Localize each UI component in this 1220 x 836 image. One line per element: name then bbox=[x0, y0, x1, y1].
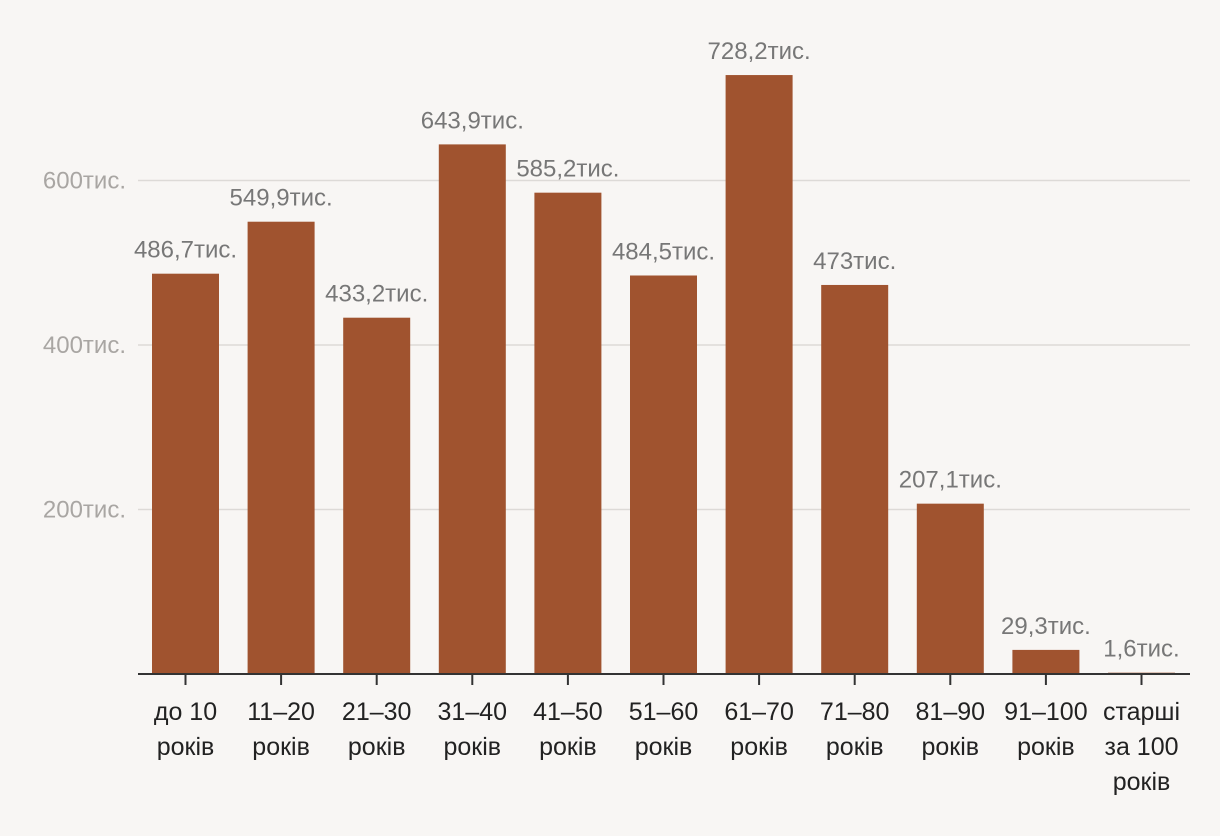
bar bbox=[152, 273, 219, 674]
y-tick-label: 600тис. bbox=[43, 168, 126, 195]
bar bbox=[725, 75, 793, 675]
x-tick-label: років bbox=[252, 733, 310, 761]
x-tick-label: 61–70 bbox=[724, 698, 794, 726]
data-label: 643,9тис. bbox=[421, 107, 524, 134]
x-tick-label: 71–80 bbox=[820, 698, 890, 726]
x-tick-label: 51–60 bbox=[629, 698, 699, 726]
data-label: 728,2тис. bbox=[708, 38, 811, 65]
y-tick-label: 200тис. bbox=[43, 497, 126, 524]
bar bbox=[821, 284, 889, 674]
x-tick-label: років bbox=[826, 733, 884, 761]
data-label: 484,5тис. bbox=[612, 238, 715, 265]
x-tick-label: років bbox=[922, 733, 980, 761]
data-label: 473тис. bbox=[813, 248, 896, 275]
x-tick-label: за 100 bbox=[1104, 733, 1178, 761]
bar bbox=[916, 503, 984, 674]
x-tick-label: років bbox=[635, 733, 693, 761]
bar bbox=[343, 317, 411, 674]
x-tick-label: до 10 bbox=[154, 698, 217, 726]
data-label: 29,3тис. bbox=[1001, 613, 1091, 640]
x-tick-label: років bbox=[444, 733, 502, 761]
bar bbox=[630, 275, 697, 674]
x-tick-label: 91–100 bbox=[1004, 698, 1087, 726]
x-tick-label: років bbox=[1113, 768, 1171, 796]
bar bbox=[534, 192, 602, 674]
data-labels: 486,7тис. 549,9тис. 433,2тис. 643,9тис. 585,… bbox=[134, 38, 1180, 663]
data-label: 486,7тис. bbox=[134, 237, 237, 264]
data-label: 585,2тис. bbox=[516, 156, 619, 183]
x-tick-label: років bbox=[1017, 733, 1075, 761]
bar bbox=[247, 221, 315, 674]
y-tick-label: 400тис. bbox=[43, 332, 126, 359]
x-tick-label: 81–90 bbox=[916, 698, 986, 726]
x-tick-label: років bbox=[539, 733, 597, 761]
x-tick-label: 41–50 bbox=[533, 698, 603, 726]
data-label: 1,6тис. bbox=[1103, 636, 1179, 663]
x-tick-label: старші bbox=[1103, 698, 1180, 726]
bar bbox=[438, 144, 506, 675]
data-label: 549,9тис. bbox=[230, 185, 333, 212]
data-label: 207,1тис. bbox=[899, 467, 1002, 494]
x-tick-label: років bbox=[348, 733, 406, 761]
bars bbox=[152, 75, 1175, 675]
x-tick-label: 31–40 bbox=[438, 698, 508, 726]
x-tick-label: років bbox=[730, 733, 788, 761]
x-tick-label: 21–30 bbox=[342, 698, 412, 726]
x-tick-label: років bbox=[157, 733, 215, 761]
x-tick-label: 11–20 bbox=[247, 698, 315, 726]
data-label: 433,2тис. bbox=[325, 281, 428, 308]
bar bbox=[1012, 649, 1080, 674]
x-axis: до 10 років 11–20 років 21–30 років 31–40 років… bbox=[138, 673, 1190, 796]
